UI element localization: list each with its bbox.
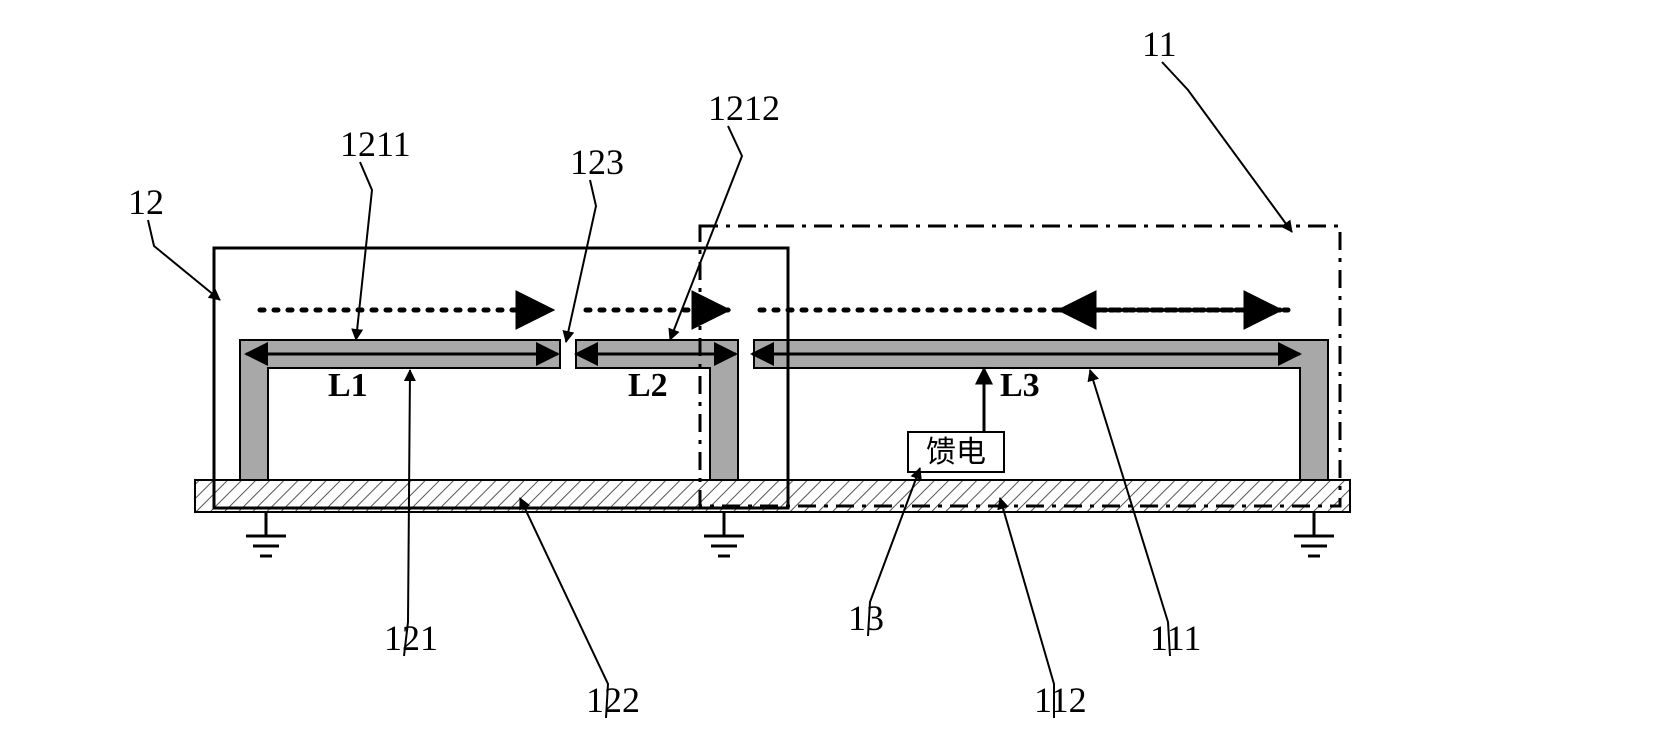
callout-label-12: 12	[128, 182, 164, 222]
leader-1211	[356, 162, 372, 340]
callout-label-1212: 1212	[708, 88, 780, 128]
callout-label-1211: 1211	[340, 124, 411, 164]
dim-label-L3: L3	[1000, 367, 1040, 404]
dim-label-L2: L2	[628, 367, 668, 404]
ground-symbol	[704, 512, 744, 556]
ground-symbol	[1294, 512, 1334, 556]
dim-label-L1: L1	[328, 367, 368, 404]
antenna-mid-L	[576, 340, 738, 480]
callout-label-121: 121	[384, 618, 438, 658]
callout-label-111: 111	[1150, 618, 1201, 658]
leader-123	[566, 180, 596, 342]
leader-12	[148, 220, 220, 300]
leader-1212	[670, 126, 742, 340]
callout-label-123: 123	[570, 142, 624, 182]
callout-label-13: 13	[848, 598, 884, 638]
ground-symbol	[246, 512, 286, 556]
antenna-left-L	[240, 340, 560, 480]
callout-label-11: 11	[1142, 24, 1177, 64]
group-box-12	[214, 248, 788, 508]
callout-label-112: 112	[1034, 680, 1087, 720]
feed-label: 馈电	[926, 436, 986, 469]
diagram-canvas: L1 L2 L3 馈电 11 12 13 111 112 121 122 123 1211 1212	[0, 0, 1675, 740]
callout-label-122: 122	[586, 680, 640, 720]
antenna-right-L	[754, 340, 1328, 480]
leader-11	[1162, 62, 1292, 232]
